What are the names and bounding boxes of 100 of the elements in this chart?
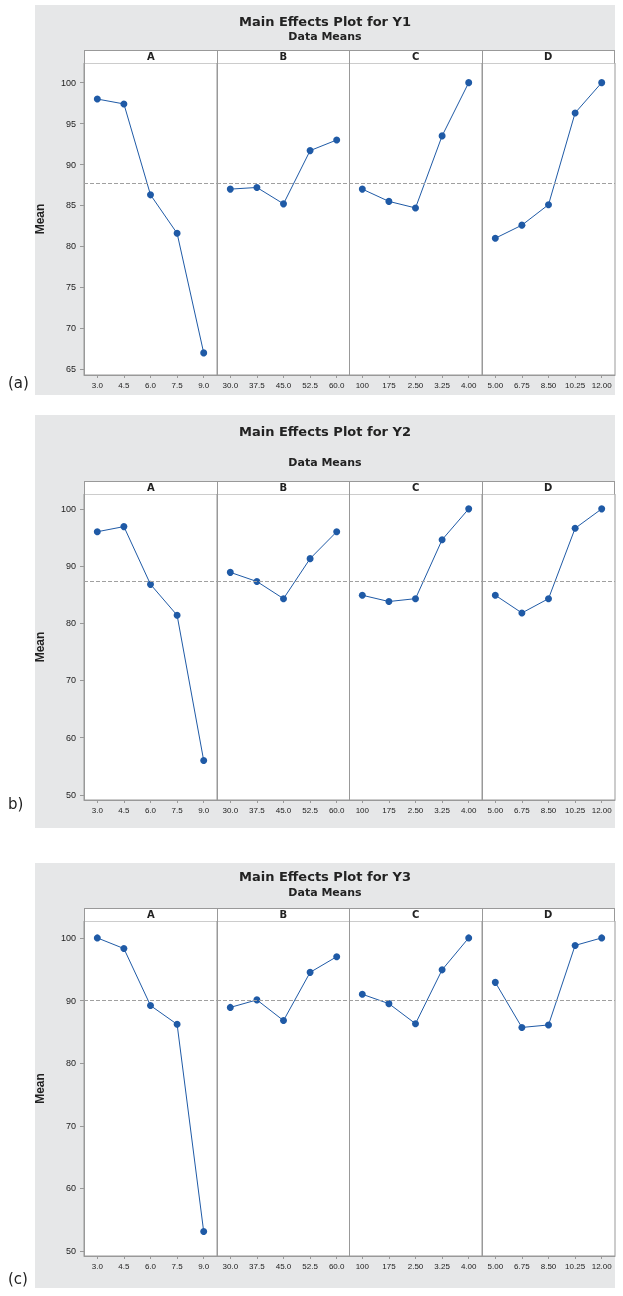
point: [147, 1002, 154, 1010]
x-tick-label: 9.0: [198, 805, 210, 815]
y-tick-label: 70: [65, 1120, 76, 1131]
x-tick-label: 60.0: [328, 1261, 345, 1271]
point: [200, 1228, 208, 1236]
y-tick-label: 60: [65, 732, 76, 743]
x-tick-label: 6.75: [513, 805, 530, 815]
point: [597, 505, 605, 513]
x-tick-label: 45.0: [275, 380, 292, 390]
point: [491, 234, 499, 242]
x-tick-label: 2.50: [407, 1261, 424, 1271]
x-axis-title: B: [216, 908, 350, 922]
x-tick-label: 12.00: [591, 380, 612, 390]
y-tick-label: 100: [60, 932, 76, 943]
text: (a): [8, 374, 29, 392]
x-tick-label: 3.0: [91, 380, 104, 390]
x-tick-label: 4.5: [118, 805, 131, 815]
point: [544, 595, 552, 603]
y-axis-title: Mean: [33, 1073, 47, 1104]
x-tick-label: 37.5: [248, 805, 265, 815]
point: [412, 204, 419, 212]
x-tick-label: 100: [355, 380, 370, 390]
x-tick-label: 7.5: [171, 380, 184, 390]
point: [279, 1017, 287, 1025]
point: [226, 1003, 234, 1011]
y-tick-label: 90: [65, 561, 76, 572]
x-axis-title: B: [216, 481, 350, 495]
y-tick-label: 50: [65, 1245, 76, 1256]
text: b): [8, 795, 24, 813]
point: [200, 757, 208, 765]
y-tick-label: 85: [65, 200, 76, 211]
x-tick-label: 6.0: [144, 380, 157, 390]
point: [147, 580, 154, 588]
point: [412, 595, 419, 603]
x-tick-label: 2.50: [407, 805, 424, 815]
point: [438, 966, 446, 974]
x-tick-label: 100: [355, 1261, 370, 1271]
point: [358, 591, 366, 599]
x-tick-label: 4.00: [460, 1261, 478, 1271]
point: [544, 201, 552, 209]
x-tick-label: 45.0: [275, 805, 292, 815]
y-tick-label: 70: [65, 323, 76, 334]
point: [517, 221, 525, 229]
x-tick-label: 3.25: [434, 380, 451, 390]
point: [93, 95, 101, 103]
point: [597, 934, 605, 942]
x-tick-label: 2.50: [407, 380, 424, 390]
point: [173, 1020, 181, 1028]
x-tick-label: 4.00: [460, 805, 478, 815]
x-axis-title: C: [349, 908, 483, 922]
point: [226, 568, 234, 576]
x-tick-label: 6.75: [513, 1261, 530, 1271]
y-tick-label: 60: [65, 1183, 76, 1194]
x-tick-label: 45.0: [275, 1261, 292, 1271]
point: [385, 197, 393, 205]
x-tick-label: 3.25: [434, 1261, 451, 1271]
x-axis-title: D: [481, 481, 615, 495]
x-tick-label: 6.75: [513, 380, 530, 390]
point: [332, 953, 340, 961]
text: Data Means: [287, 456, 363, 469]
x-tick-label: 100: [355, 805, 370, 815]
x-axis-title: B: [216, 50, 350, 64]
x-tick-label: 175: [382, 380, 397, 390]
point: [358, 185, 366, 193]
x-tick-label: 4.5: [118, 1261, 131, 1271]
x-tick-label: 3.0: [91, 805, 104, 815]
x-axis-title: D: [481, 908, 615, 922]
x-tick-label: 12.00: [591, 1261, 612, 1271]
x-tick-label: 60.0: [328, 380, 345, 390]
x-axis-title: A: [84, 908, 218, 922]
point: [597, 79, 605, 87]
x-tick-label: 9.0: [198, 1261, 210, 1271]
point: [93, 934, 101, 942]
y-tick-label: 80: [65, 1058, 76, 1069]
x-tick-label: 6.0: [144, 805, 157, 815]
point: [412, 1020, 419, 1028]
x-tick-label: 30.0: [222, 805, 239, 815]
x-tick-label: 12.00: [591, 805, 612, 815]
y-tick-label: 80: [65, 241, 76, 252]
point: [252, 183, 260, 191]
x-axis-title: C: [349, 50, 483, 64]
x-tick-label: 52.5: [301, 1261, 318, 1271]
point: [571, 941, 579, 949]
x-tick-label: 52.5: [301, 805, 318, 815]
point: [544, 1021, 552, 1029]
point: [332, 136, 340, 144]
x-tick-label: 10.25: [564, 380, 586, 390]
y-tick-label: 65: [65, 364, 76, 375]
y-tick-label: 95: [65, 118, 76, 129]
x-axis-title: A: [84, 50, 218, 64]
point: [491, 978, 499, 986]
x-tick-label: 10.25: [564, 805, 586, 815]
point: [120, 523, 128, 531]
point: [93, 528, 101, 536]
point: [465, 79, 473, 87]
text: Main Effects Plot for Y2: [238, 424, 412, 439]
x-tick-label: 37.5: [248, 380, 265, 390]
point: [465, 934, 473, 942]
x-tick-label: 52.5: [301, 380, 318, 390]
x-axis-title: C: [349, 481, 483, 495]
